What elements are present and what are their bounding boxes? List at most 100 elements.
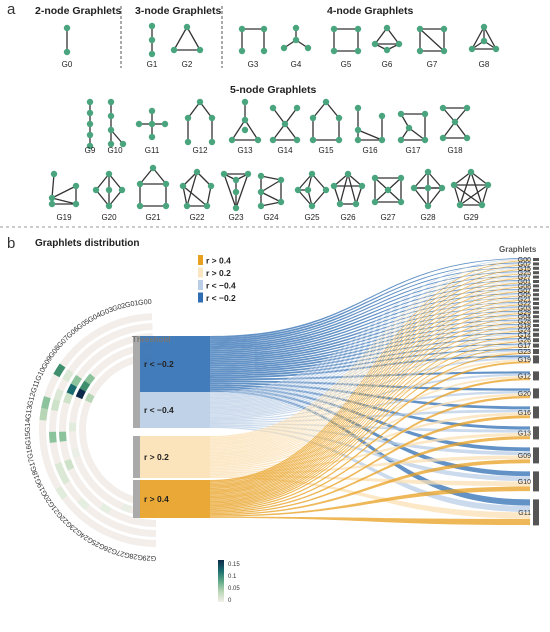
graphlet-label: G16 bbox=[362, 146, 378, 155]
graphlet-g4 bbox=[280, 24, 312, 52]
graphlet-node-label: G07 bbox=[518, 288, 531, 295]
threshold-node-label: r > 0.2 bbox=[144, 452, 169, 462]
flow-2 bbox=[210, 307, 530, 454]
ring-cell bbox=[77, 497, 90, 511]
flow-3 bbox=[210, 361, 530, 509]
flow-1 bbox=[210, 333, 530, 415]
ring-cell bbox=[84, 393, 95, 403]
flow-3 bbox=[210, 313, 530, 497]
graphlet-node-bar bbox=[533, 262, 539, 266]
graphlet-node-label: G28 bbox=[518, 319, 531, 326]
graphlet-g18 bbox=[439, 104, 471, 142]
flow-1 bbox=[210, 390, 530, 422]
graphlet-g12 bbox=[184, 98, 216, 146]
graphlet-node-bar bbox=[533, 293, 539, 297]
graphlet-node-label: G11 bbox=[518, 510, 531, 517]
graphlet-label: G23 bbox=[228, 213, 244, 222]
graphlet-node-label: G15 bbox=[518, 266, 531, 273]
graphlet-node-bar bbox=[533, 288, 539, 292]
header-2node: 2-node Graphlets bbox=[35, 5, 122, 17]
threshold-band bbox=[140, 336, 210, 392]
ring-cell bbox=[62, 369, 74, 383]
graphlet-g19 bbox=[48, 170, 80, 208]
graphlet-node-bar bbox=[533, 343, 539, 348]
ring-cell bbox=[54, 462, 66, 475]
graphlet-node-label: G00 bbox=[518, 257, 531, 264]
flow-0 bbox=[210, 382, 530, 410]
ring-label: G26 bbox=[102, 544, 118, 557]
ring-cell bbox=[79, 380, 91, 392]
graphlet-node-label: G26 bbox=[518, 338, 531, 345]
panel-b-letter: b bbox=[7, 235, 15, 252]
graphlet-node-label: G27 bbox=[518, 275, 531, 282]
threshold-node-bar bbox=[133, 480, 140, 518]
ring-cell bbox=[41, 396, 51, 410]
graphlet-node-bar bbox=[533, 371, 539, 381]
graphlet-node-label: G18 bbox=[518, 323, 531, 330]
flow-3 bbox=[210, 516, 530, 526]
ring-label: G13 bbox=[23, 405, 34, 420]
flow-1 bbox=[210, 424, 530, 456]
graphlet-label: G22 bbox=[189, 213, 205, 222]
flow-2 bbox=[210, 272, 530, 442]
flow-2 bbox=[210, 259, 530, 438]
flow-0 bbox=[210, 319, 530, 365]
flow-3 bbox=[210, 415, 530, 513]
ring-cell bbox=[49, 431, 57, 443]
flow-3 bbox=[210, 378, 530, 511]
graphlet-node-label: G23 bbox=[518, 349, 531, 356]
graphlet-node-label: G04 bbox=[518, 314, 531, 321]
flow-3 bbox=[210, 341, 530, 505]
flow-3 bbox=[210, 269, 530, 484]
flow-0 bbox=[210, 355, 530, 379]
flow-2 bbox=[210, 312, 530, 455]
flow-2 bbox=[210, 393, 530, 471]
legend-label: r > 0.2 bbox=[206, 268, 231, 278]
graphlet-node-bar bbox=[533, 406, 539, 419]
flow-3 bbox=[210, 352, 530, 508]
flow-3 bbox=[210, 299, 530, 494]
graphlet-g8 bbox=[468, 23, 500, 53]
panel-a-letter: a bbox=[7, 1, 16, 18]
ring-label: G15 bbox=[23, 432, 33, 446]
graphlet-g17 bbox=[397, 110, 429, 144]
graphlet-node-bar bbox=[533, 297, 539, 301]
ring-label: G28 bbox=[129, 552, 144, 563]
ring-label: G17 bbox=[26, 457, 38, 473]
graphlet-node-bar bbox=[533, 275, 539, 279]
ring-cell bbox=[75, 388, 86, 400]
graphlet-node-bar bbox=[533, 266, 539, 270]
flow-3 bbox=[210, 264, 530, 483]
flow-0 bbox=[210, 284, 530, 350]
flow-0 bbox=[210, 315, 530, 363]
graphlet-node-label: G19 bbox=[518, 357, 531, 364]
flow-0 bbox=[210, 332, 530, 371]
graphlet-node-bar bbox=[533, 328, 539, 332]
graphlet-node-bar bbox=[533, 306, 539, 310]
flow-2 bbox=[210, 268, 530, 441]
graphlet-node-bar bbox=[533, 332, 539, 337]
graphlet-node-label: G29 bbox=[518, 310, 531, 317]
graphlet-g22 bbox=[179, 168, 215, 210]
graphlet-g3 bbox=[238, 25, 268, 55]
graphlet-label: G19 bbox=[56, 213, 72, 222]
ring-cell bbox=[66, 383, 78, 396]
graphlet-node-bar bbox=[533, 324, 539, 327]
flow-3 bbox=[210, 295, 530, 492]
graphlet-node-bar bbox=[533, 310, 539, 314]
flow-0 bbox=[210, 343, 530, 375]
graphlet-label: G15 bbox=[318, 146, 334, 155]
flow-2 bbox=[210, 476, 530, 519]
graphlet-label: G5 bbox=[341, 60, 352, 69]
graphlet-node-bar bbox=[533, 315, 539, 319]
ring-cell bbox=[53, 388, 64, 402]
flow-0 bbox=[210, 297, 530, 356]
graphlet-g14 bbox=[269, 104, 301, 144]
graphlet-g5 bbox=[330, 25, 362, 55]
ring-cell bbox=[84, 373, 96, 385]
graphlet-node-bar bbox=[533, 319, 539, 323]
graphlet-g0 bbox=[63, 24, 71, 56]
ring-cell bbox=[63, 392, 73, 404]
